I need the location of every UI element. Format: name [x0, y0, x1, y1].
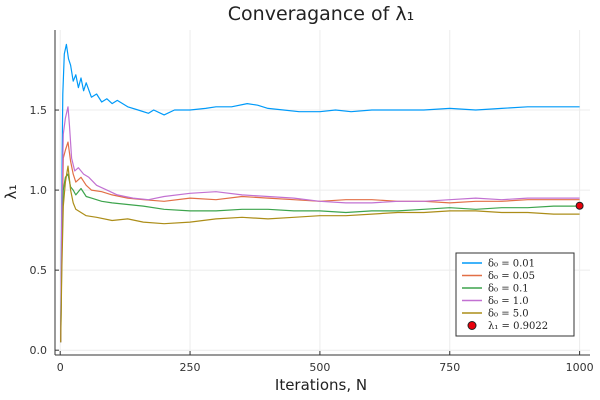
series-line-5	[60, 165, 580, 343]
series-line-1	[60, 43, 580, 343]
legend-box	[455, 252, 575, 337]
legend-label: δ₀ = 5.0	[488, 309, 529, 320]
series-line-4	[60, 106, 580, 343]
x-tick-label: 500	[309, 361, 330, 374]
axes	[54, 30, 590, 356]
x-tick-label: 1000	[566, 361, 594, 374]
x-axis-label: Iterations, N	[275, 376, 367, 394]
x-tick-label: 250	[180, 361, 201, 374]
x-tick-label: 750	[439, 361, 460, 374]
legend-label: δ₀ = 0.1	[488, 284, 529, 295]
series-line-3	[60, 173, 580, 343]
y-axis-label: λ₁	[2, 185, 20, 200]
marker-layer	[575, 201, 584, 210]
grid	[55, 30, 590, 355]
series-lines	[60, 43, 580, 343]
axis-ticks: 0 250 500 750 1000 0.0 0.5 1.0 1.5	[30, 104, 594, 374]
y-tick-label: 1.5	[30, 104, 48, 117]
y-tick-label: 1.0	[30, 184, 48, 197]
legend-label: λ₁ = 0.9022	[488, 321, 548, 332]
lambda-marker	[575, 201, 584, 210]
legend-label: δ₀ = 1.0	[488, 296, 529, 307]
x-tick-label: 0	[57, 361, 64, 374]
legend-marker-swatch	[467, 321, 477, 330]
y-tick-label: 0.0	[30, 344, 48, 357]
y-tick-label: 0.5	[30, 264, 48, 277]
chart-title: Converagance of λ₁	[228, 3, 414, 25]
series-line-2	[60, 141, 580, 343]
legend-label: δ₀ = 0.01	[488, 259, 535, 270]
legend-label: δ₀ = 0.05	[488, 271, 535, 282]
